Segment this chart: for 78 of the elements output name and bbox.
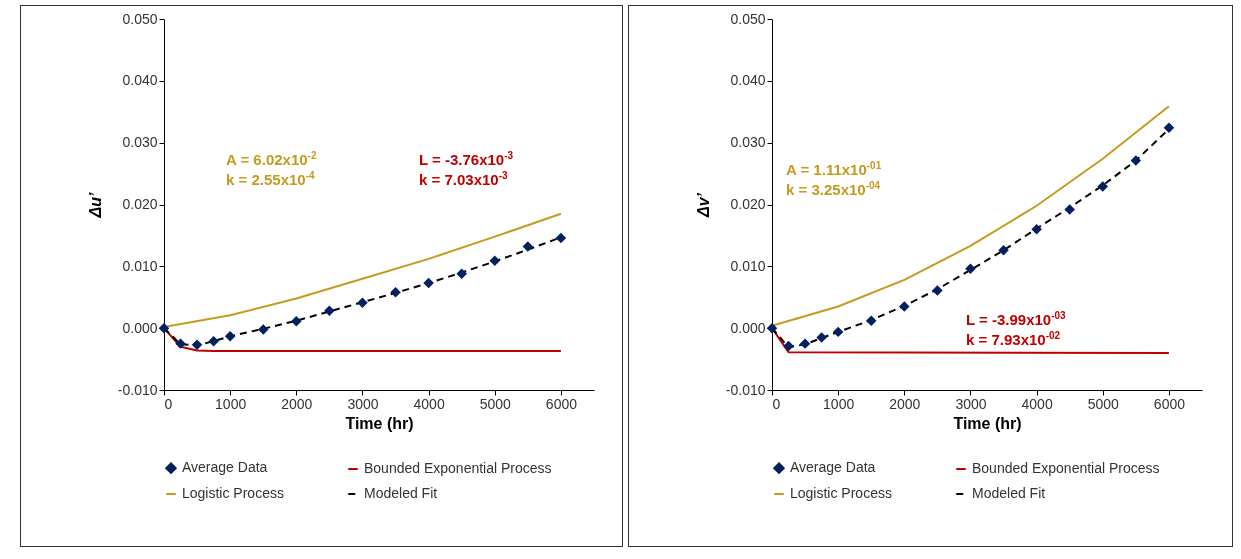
y-tick-label: 0.000	[122, 319, 158, 336]
x-tick-label: 3000	[347, 395, 379, 412]
x-tick-label: 5000	[479, 395, 512, 412]
legend-label: Bounded Exponential Process	[972, 460, 1160, 476]
y-tick-label: 0.040	[122, 72, 158, 89]
legend-label: Modeled Fit	[364, 485, 438, 501]
y-tick-label: 0.010	[122, 257, 158, 274]
point	[191, 339, 203, 351]
point	[224, 330, 236, 342]
y-axis-title: Δu’	[86, 191, 104, 219]
x-tick-label: 4000	[1021, 395, 1053, 412]
point	[423, 277, 434, 289]
point	[832, 326, 844, 338]
legend-label: Average Data	[182, 459, 268, 476]
point	[257, 324, 269, 335]
x-tick-label: 0	[164, 395, 173, 412]
annotation: k = 3.25x10$^{-04}$	[786, 180, 881, 198]
annotation: A = 1.11x10$^{-01}$	[786, 159, 882, 180]
point	[816, 332, 827, 343]
point	[456, 268, 467, 279]
legend-label: Average Data	[790, 459, 876, 476]
y-axis-title: Δv’	[694, 192, 712, 219]
y-tick-label: 0.050	[730, 10, 766, 27]
x-tick-label: 2000	[889, 395, 921, 412]
x-axis-title: Time (hr)	[345, 414, 414, 432]
annotation: L = -3.76x10$^{-3}$	[419, 149, 514, 170]
point	[899, 301, 910, 312]
legend-label: Logistic Process	[182, 485, 284, 501]
legend-label: Logistic Process	[790, 485, 892, 501]
point	[324, 305, 335, 317]
x-tick-label: 3000	[955, 395, 987, 412]
y-tick-label: -0.010	[117, 381, 158, 398]
point	[783, 340, 794, 352]
x-tick-label: 4000	[413, 395, 445, 412]
point	[766, 322, 778, 334]
point	[555, 232, 567, 244]
annotation: k = 7.03x10$^{-3}$	[419, 170, 508, 188]
x-tick-label: 1000	[823, 395, 855, 412]
point	[390, 287, 401, 298]
annotation: k = 2.55x10$^{-4}$	[226, 170, 315, 188]
point	[522, 241, 534, 252]
legend-label: Modeled Fit	[972, 485, 1046, 501]
point	[1163, 122, 1175, 134]
x-tick-label: 6000	[1153, 395, 1186, 412]
point	[1064, 204, 1075, 215]
y-tick-label: 0.050	[122, 10, 158, 27]
annotation: L = -3.99x10$^{-03}$	[966, 309, 1066, 330]
x-tick-label: 6000	[545, 395, 578, 412]
x-axis-title: Time (hr)	[953, 414, 1022, 432]
y-tick-label: 0.040	[730, 72, 766, 89]
annotation: k = 7.93x10$^{-02}$	[966, 330, 1061, 348]
y-tick-label: 0.000	[730, 319, 766, 336]
point	[489, 255, 501, 267]
y-tick-label: 0.020	[730, 196, 766, 212]
y-tick-label: 0.010	[730, 257, 766, 274]
point	[158, 322, 170, 334]
point	[865, 315, 877, 326]
point	[1031, 223, 1042, 235]
y-tick-label: 0.020	[122, 196, 158, 212]
y-tick-label: 0.030	[730, 134, 766, 151]
y-tick-label: 0.030	[122, 134, 158, 151]
point	[799, 338, 811, 349]
point	[175, 338, 186, 349]
annotation: A = 6.02x10$^{-2}$	[226, 149, 317, 170]
point	[998, 245, 1009, 256]
point	[1097, 181, 1109, 192]
point	[357, 297, 368, 309]
y-tick-label: -0.010	[725, 381, 766, 398]
x-tick-label: 0	[772, 395, 781, 412]
legend-label: Bounded Exponential Process	[364, 460, 552, 476]
point	[965, 263, 976, 275]
point	[1130, 155, 1142, 166]
x-tick-label: 2000	[281, 395, 313, 412]
point	[208, 335, 219, 347]
point	[932, 285, 943, 296]
x-tick-label: 5000	[1087, 395, 1120, 412]
x-tick-label: 1000	[215, 395, 247, 412]
point	[291, 316, 302, 327]
